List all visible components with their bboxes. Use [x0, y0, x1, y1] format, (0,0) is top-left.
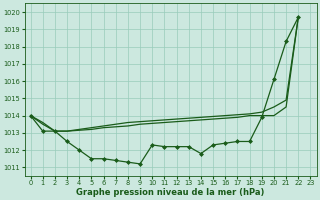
X-axis label: Graphe pression niveau de la mer (hPa): Graphe pression niveau de la mer (hPa)	[76, 188, 265, 197]
